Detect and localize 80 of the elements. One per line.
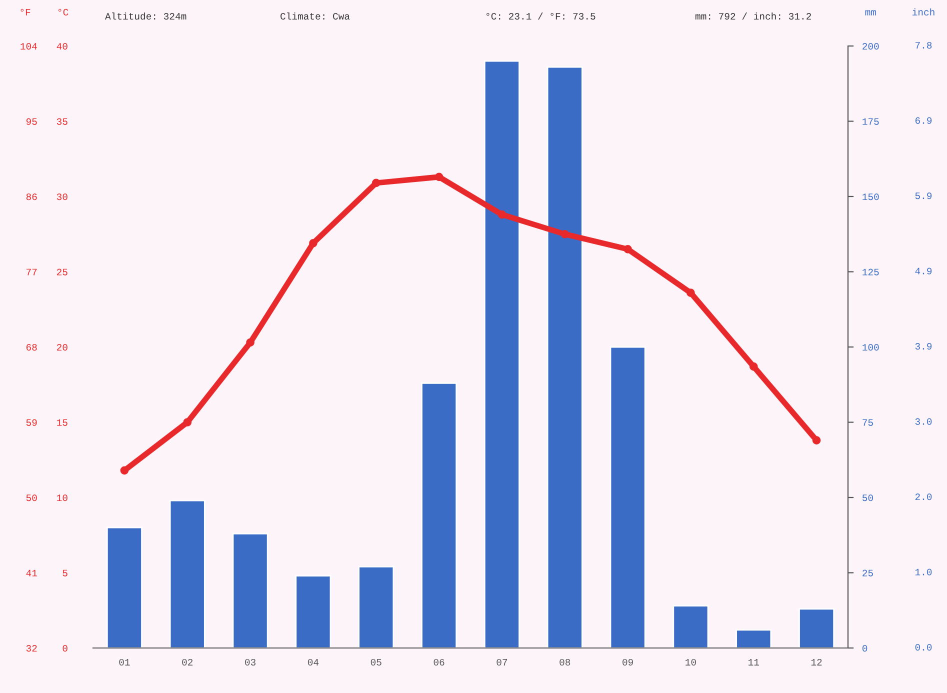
y-tick-label: 15: [57, 419, 68, 426]
point: [498, 210, 506, 219]
x-tick-label: 01: [119, 658, 130, 666]
y3-tick-label: 104: [20, 43, 37, 50]
text: 1.0: [915, 568, 932, 576]
y3-tick-label: 59: [26, 419, 37, 426]
x-tick-label: 07: [496, 658, 508, 666]
x-tick-label: 08: [560, 658, 570, 666]
y2-tick-label: 125: [862, 268, 879, 276]
bar: [169, 500, 206, 648]
y-tick-label: 10: [57, 494, 68, 502]
y2-tick-label: 25: [862, 570, 873, 576]
y-tick-label: 5: [62, 570, 68, 576]
x-tick-label: 12: [811, 658, 822, 666]
text: Altitude: 324m: [105, 12, 186, 20]
bar: [672, 605, 709, 648]
point: [434, 172, 444, 182]
y2-tick-label: 175: [862, 118, 879, 125]
text: 5.9: [915, 192, 932, 200]
y3-tick-label: 41: [26, 570, 37, 576]
bar: [106, 526, 142, 648]
y2-tick-label: 150: [862, 194, 879, 200]
text: 7.8: [916, 42, 932, 49]
y-tick-label: 20: [57, 344, 68, 351]
bar: [358, 566, 394, 648]
x-tick-label: 10: [686, 658, 696, 666]
text: 2.0: [915, 494, 932, 500]
x-tick-label: 11: [748, 659, 759, 666]
bar: [232, 532, 268, 648]
y3-tick-label: 86: [26, 194, 37, 200]
y3-tick-label: 77: [26, 268, 37, 276]
y-tick-label: 40: [56, 43, 68, 50]
y2-tick-label: 100: [862, 344, 879, 351]
x-tick-label: 05: [370, 658, 382, 666]
y3-tick-label: 95: [26, 118, 37, 125]
bar: [484, 60, 520, 648]
text: 3.0: [915, 418, 932, 425]
text: °C: 23.1 / °F: 73.5: [486, 12, 596, 20]
y3-tick-label: 50: [26, 494, 37, 502]
x-tick-label: 06: [434, 658, 444, 666]
text: 4.9: [915, 268, 932, 274]
x-tick-label: 03: [245, 658, 256, 666]
bar: [546, 66, 583, 648]
bar: [798, 608, 835, 648]
text: 0.0: [915, 644, 932, 651]
y-axis-title: °C: [58, 8, 68, 16]
point: [120, 466, 129, 475]
y-tick-label: 35: [56, 118, 68, 125]
y-tick-label: 30: [56, 194, 68, 200]
y-tick-label: 0: [62, 645, 68, 652]
text: mm: 792 / inch: 31.2: [695, 12, 811, 20]
point: [560, 230, 570, 238]
text: Climate: Cwa: [280, 12, 350, 20]
point: [183, 418, 192, 426]
y2-tick-label: 0: [862, 645, 868, 652]
point: [372, 178, 380, 188]
point: [812, 436, 821, 444]
x-tick-label: 04: [308, 658, 319, 666]
point: [624, 245, 632, 254]
bar: [421, 382, 458, 648]
y3-axis-title: °F: [20, 8, 30, 16]
x-tick-label: 02: [182, 658, 193, 666]
point: [749, 362, 758, 371]
y-tick-label: 25: [57, 268, 68, 276]
y3-tick-label: 68: [26, 344, 37, 351]
bar: [610, 346, 646, 648]
bar: [295, 575, 332, 648]
text: 6.9: [915, 117, 932, 124]
point: [686, 288, 695, 297]
y2-tick-label: 200: [862, 43, 879, 50]
y2-tick-label: 75: [862, 419, 873, 426]
y3-tick-label: 32: [26, 645, 37, 652]
point: [246, 338, 254, 347]
y2-tick-label: 50: [862, 494, 873, 502]
text: 3.9: [915, 343, 932, 350]
text: inch: [912, 8, 934, 16]
bar: [736, 629, 772, 648]
x-tick-label: 09: [622, 658, 633, 666]
point: [309, 238, 318, 248]
y2-axis-title: mm: [865, 10, 876, 16]
